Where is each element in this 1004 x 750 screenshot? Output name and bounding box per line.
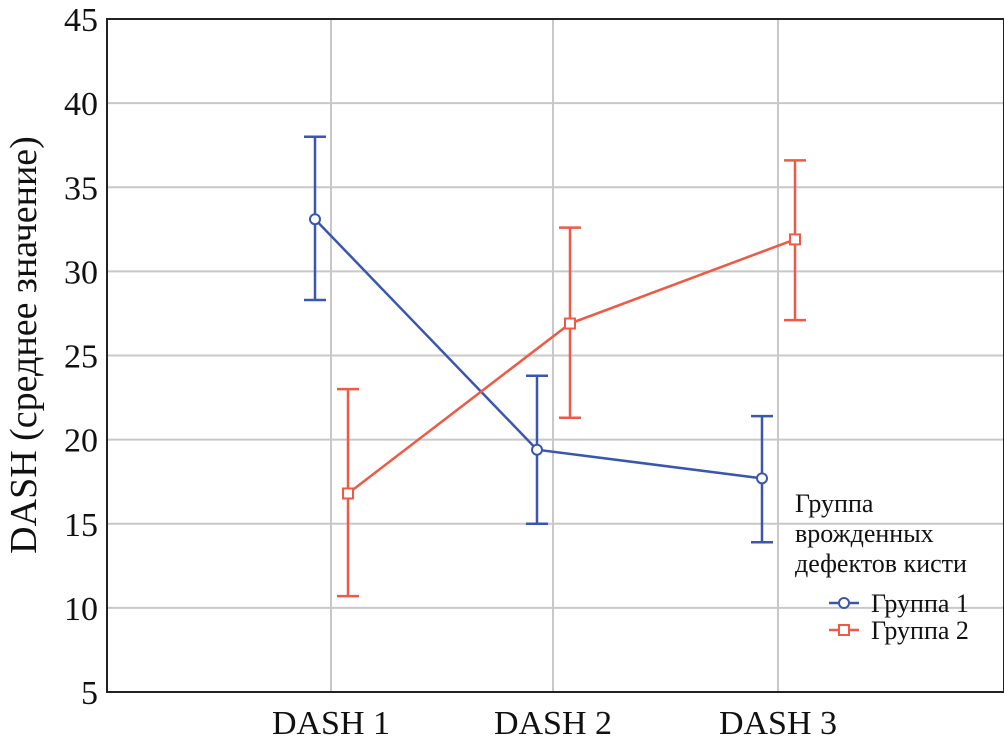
y-axis-ticks: 5 10 15 20 25 30 35 40 45 [64,2,98,712]
y-axis-title: DASH (среднее значение) [3,136,45,554]
legend-title-line-2: врожденных [795,519,934,548]
legend-swatch-marker [838,624,850,636]
series-2 [337,159,806,598]
data-point [564,317,576,330]
y-tick-label: 40 [64,86,98,123]
legend-swatch-marker [838,597,850,609]
legend-item-2: Группа 2 [829,616,969,645]
data-point [756,472,768,485]
series-1 [304,135,773,544]
y-tick-label: 35 [64,170,98,207]
legend-label: Группа 2 [871,616,969,645]
series-layer [304,135,806,598]
x-axis-ticks: DASH 1 DASH 2 DASH 3 [272,705,837,742]
legend-label: Группа 1 [871,589,969,618]
y-tick-label: 5 [81,675,98,712]
x-tick-label: DASH 3 [719,705,837,742]
x-tick-label: DASH 2 [494,705,612,742]
grid-layer [107,19,1004,692]
legend: Группа врожденных дефектов кисти Группа … [795,489,969,645]
data-point [531,443,543,456]
plot-frame [106,18,1004,693]
data-point [789,233,801,246]
y-tick-label: 10 [64,591,98,628]
y-tick-label: 45 [64,2,98,39]
data-point [309,213,321,226]
legend-title-line-3: дефектов кисти [795,549,967,578]
x-tick-label: DASH 1 [272,705,390,742]
y-tick-label: 15 [64,507,98,544]
data-point [342,487,354,500]
legend-item-1: Группа 1 [829,589,969,618]
y-tick-label: 25 [64,339,98,376]
legend-title-line-1: Группа [795,489,874,518]
y-tick-label: 20 [64,423,98,460]
y-tick-label: 30 [64,254,98,291]
